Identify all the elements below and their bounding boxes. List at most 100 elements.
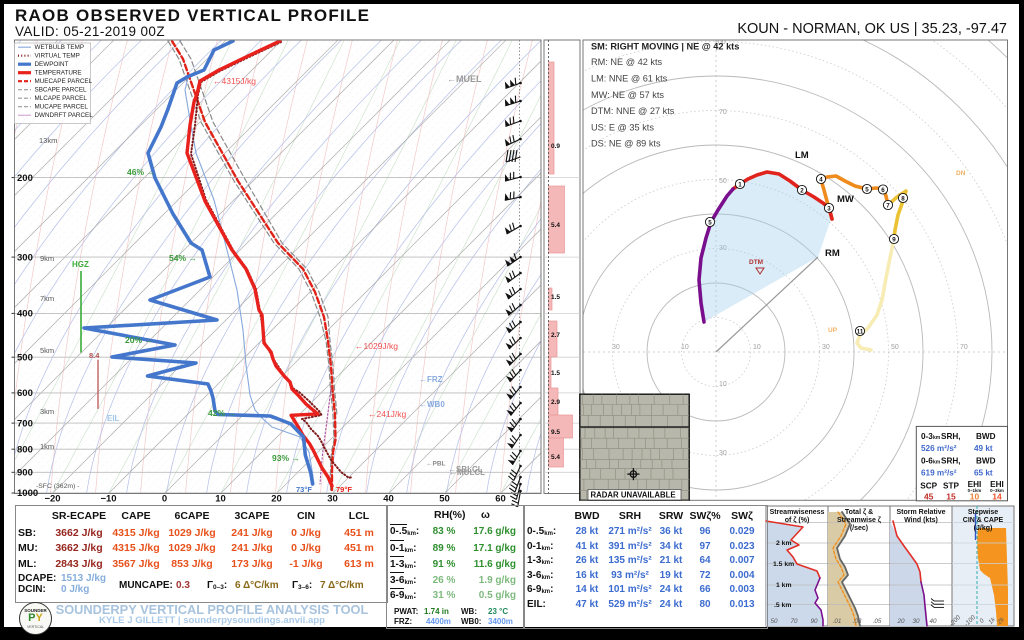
svg-text:DEWPOINT: DEWPOINT	[35, 61, 69, 68]
svg-text:3km: 3km	[40, 407, 54, 416]
svg-text:DTM: DTM	[749, 259, 763, 266]
svg-text:←MUEL: ←MUEL	[447, 74, 482, 84]
svg-text:SRH,: SRH,	[941, 432, 961, 441]
svg-text:100: 100	[714, 39, 726, 46]
svg-text:500: 500	[17, 352, 33, 363]
svg-text:0: 0	[162, 494, 167, 505]
svg-text:40: 40	[383, 494, 394, 505]
svg-text:MLCAPE PARCEL: MLCAPE PARCEL	[35, 95, 88, 102]
svg-text:200: 200	[17, 173, 33, 184]
svg-text:400: 400	[17, 309, 33, 320]
svg-text:30: 30	[719, 245, 727, 252]
svg-text:EHI: EHI	[968, 480, 982, 489]
svg-text:30: 30	[822, 344, 830, 351]
svg-text:0.9: 0.9	[551, 143, 560, 150]
svg-text:65 kt: 65 kt	[974, 469, 993, 478]
svg-text:RM: RM	[825, 248, 840, 259]
svg-text:TEMPERATURE: TEMPERATURE	[35, 70, 82, 77]
svg-text:14: 14	[992, 492, 1002, 502]
svg-text:1.5 km: 1.5 km	[773, 561, 794, 568]
svg-text:SM: RIGHT MOVING | NE @ 42 kts: SM: RIGHT MOVING | NE @ 42 kts	[591, 42, 739, 52]
svg-text:Streamwiseness: Streamwiseness	[770, 509, 825, 516]
svg-text:2 km: 2 km	[776, 540, 792, 547]
svg-text:1000: 1000	[17, 488, 38, 499]
svg-text:5.4: 5.4	[551, 222, 560, 229]
svg-text:EIL: EIL	[107, 414, 120, 423]
svg-text:BWD: BWD	[976, 457, 996, 466]
svg-text:←241J/kg: ←241J/kg	[368, 409, 407, 419]
svg-text:WETBULB TEMP: WETBULB TEMP	[35, 44, 85, 51]
svg-text:50: 50	[719, 178, 727, 185]
svg-text:.03: .03	[853, 618, 862, 625]
svg-text:1.5: 1.5	[551, 294, 560, 301]
svg-text:STP: STP	[943, 482, 959, 491]
svg-text:15: 15	[946, 492, 956, 502]
svg-text:600: 600	[17, 388, 33, 399]
svg-text:70: 70	[719, 109, 727, 116]
svg-text:VIRTUAL TEMP: VIRTUAL TEMP	[35, 53, 80, 60]
svg-text:2.7: 2.7	[551, 332, 560, 339]
svg-text:10: 10	[681, 344, 689, 351]
svg-text:5: 5	[865, 186, 869, 193]
svg-text:UP: UP	[828, 327, 838, 334]
svg-text:9.5: 9.5	[551, 429, 560, 436]
svg-text:←MULCL: ←MULCL	[449, 468, 485, 477]
svg-text:50: 50	[439, 494, 450, 505]
svg-text:11: 11	[857, 328, 864, 335]
svg-text:HGZ: HGZ	[72, 260, 89, 269]
svg-text:900: 900	[17, 468, 33, 479]
svg-text:3: 3	[827, 205, 831, 212]
svg-text:8: 8	[901, 195, 905, 202]
svg-text:45: 45	[924, 492, 934, 502]
svg-text:1km: 1km	[40, 442, 54, 451]
svg-text:←4315J/kg: ←4315J/kg	[213, 76, 256, 86]
svg-text:MUECAPE PARCEL: MUECAPE PARCEL	[35, 78, 93, 85]
svg-text:300: 300	[17, 252, 33, 263]
svg-text:20: 20	[896, 618, 905, 625]
svg-text:DTM: NNE @ 27 kts: DTM: NNE @ 27 kts	[591, 106, 675, 116]
svg-text:30: 30	[719, 450, 727, 457]
svg-text:(J/kg): (J/kg)	[974, 525, 993, 532]
svg-text:9: 9	[892, 236, 896, 243]
svg-text:50: 50	[770, 618, 778, 625]
svg-text:DS: NE @ 89 kts: DS: NE @ 89 kts	[591, 139, 661, 149]
svg-text:.5 km: .5 km	[774, 602, 791, 609]
svg-text:0–1km: 0–1km	[968, 488, 982, 493]
svg-text:←PBL: ←PBL	[426, 461, 446, 468]
svg-text:526 m²/s²: 526 m²/s²	[921, 444, 957, 453]
svg-text:50: 50	[891, 344, 899, 351]
svg-text:0: 0	[978, 617, 986, 625]
svg-text:Stepwise: Stepwise	[968, 509, 998, 516]
svg-text:70: 70	[790, 618, 798, 625]
svg-text:1.5: 1.5	[551, 370, 560, 377]
svg-text:←FRZ: ←FRZ	[419, 375, 443, 384]
svg-text:←1029J/kg: ←1029J/kg	[355, 341, 398, 351]
svg-text:5km: 5km	[40, 346, 54, 355]
svg-text:10: 10	[719, 381, 727, 388]
svg-text:20% →: 20% →	[125, 335, 153, 345]
svg-text:800: 800	[17, 444, 33, 455]
svg-text:20: 20	[271, 494, 282, 505]
svg-text:SRH,: SRH,	[941, 457, 961, 466]
svg-text:MW: MW	[837, 194, 854, 205]
svg-text:Storm Relative: Storm Relative	[896, 509, 945, 516]
svg-text:0–3km: 0–3km	[990, 488, 1004, 493]
svg-text:1k: 1k	[987, 616, 997, 626]
svg-text:42% →: 42% →	[208, 408, 236, 418]
svg-text:LM: NNE @ 61 kts: LM: NNE @ 61 kts	[591, 74, 668, 84]
svg-text:2.9: 2.9	[551, 399, 560, 406]
svg-text:−10: −10	[100, 494, 116, 505]
svg-text:90: 90	[810, 618, 818, 625]
svg-text:73°F: 73°F	[296, 485, 312, 494]
svg-text:Streamwise ζ: Streamwise ζ	[837, 517, 882, 524]
svg-text:9km: 9km	[40, 254, 54, 263]
svg-text:DWNDRFT PARCEL: DWNDRFT PARCEL	[35, 112, 94, 119]
svg-text:1: 1	[738, 181, 742, 188]
svg-text:EHI: EHI	[990, 480, 1004, 489]
svg-text:−20: −20	[44, 494, 60, 505]
svg-text:79°F: 79°F	[336, 485, 352, 494]
svg-text:0-6: 0-6	[921, 457, 933, 466]
svg-text:7km: 7km	[40, 294, 54, 303]
svg-text:619 m²/s²: 619 m²/s²	[921, 469, 957, 478]
svg-text:2k: 2k	[996, 616, 1007, 627]
